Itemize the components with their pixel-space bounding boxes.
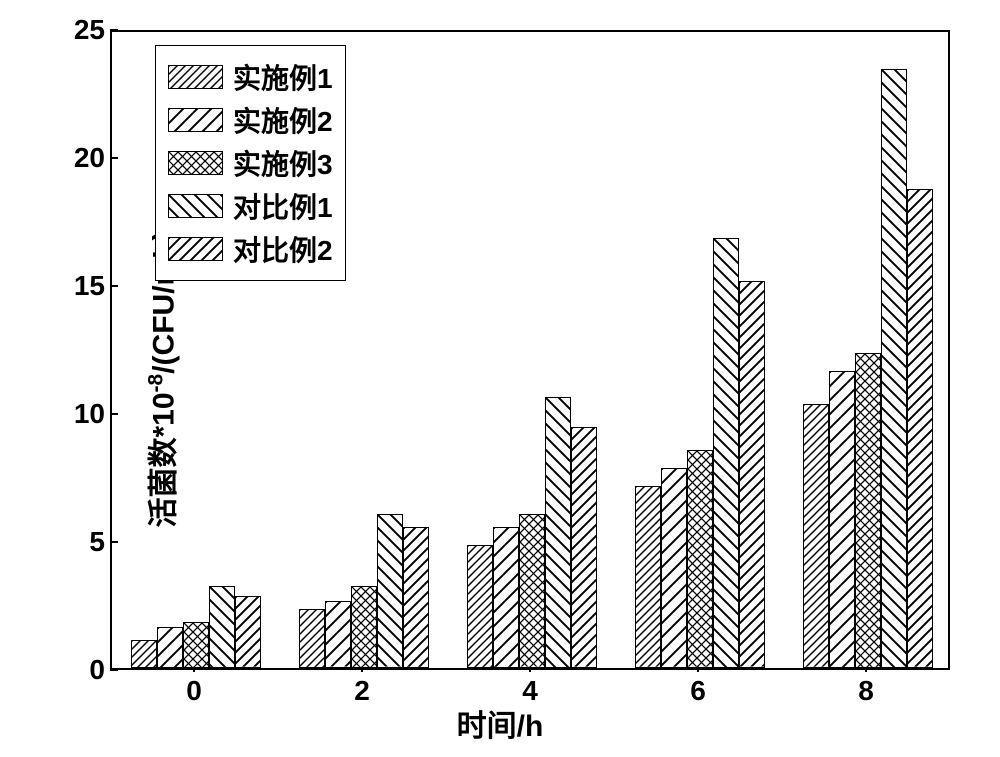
bar — [351, 586, 377, 668]
bar — [157, 627, 183, 668]
bar — [635, 486, 661, 668]
x-tick-label: 8 — [858, 675, 874, 707]
bar — [235, 596, 261, 668]
legend-item: 对比例2 — [168, 229, 333, 269]
x-tick-label: 4 — [522, 675, 538, 707]
bar — [325, 601, 351, 668]
legend-swatch — [168, 237, 223, 261]
x-tick-label: 2 — [354, 675, 370, 707]
bar — [739, 281, 765, 668]
y-tick-label: 5 — [70, 526, 105, 558]
bar — [183, 622, 209, 668]
y-tick-label: 10 — [70, 398, 105, 430]
legend-swatch — [168, 65, 223, 89]
legend-label: 对比例2 — [233, 229, 333, 269]
bar — [687, 450, 713, 668]
bar — [209, 586, 235, 668]
legend: 实施例1实施例2实施例3对比例1对比例2 — [155, 45, 346, 281]
bar — [571, 427, 597, 668]
bar — [829, 371, 855, 668]
bar — [377, 514, 403, 668]
legend-item: 实施例2 — [168, 100, 333, 140]
legend-label: 对比例1 — [233, 186, 333, 226]
x-tick-label: 0 — [186, 675, 202, 707]
bar — [661, 468, 687, 668]
y-tick-label: 0 — [70, 654, 105, 686]
bar — [713, 238, 739, 668]
y-tick-label: 20 — [70, 142, 105, 174]
bar — [131, 640, 157, 668]
legend-swatch — [168, 151, 223, 175]
x-axis-label: 时间/h — [457, 701, 544, 745]
legend-item: 实施例3 — [168, 143, 333, 183]
legend-label: 实施例1 — [233, 57, 333, 97]
bar — [467, 545, 493, 668]
legend-item: 对比例1 — [168, 186, 333, 226]
bar — [519, 514, 545, 668]
legend-label: 实施例2 — [233, 100, 333, 140]
bar — [855, 353, 881, 668]
y-tick-label: 25 — [70, 14, 105, 46]
bar — [299, 609, 325, 668]
legend-item: 实施例1 — [168, 57, 333, 97]
bar — [545, 397, 571, 668]
legend-swatch — [168, 194, 223, 218]
bar — [907, 189, 933, 668]
bar — [881, 69, 907, 668]
x-tick-label: 6 — [690, 675, 706, 707]
bar — [403, 527, 429, 668]
legend-swatch — [168, 108, 223, 132]
bar — [493, 527, 519, 668]
legend-label: 实施例3 — [233, 143, 333, 183]
bar — [803, 404, 829, 668]
y-tick-label: 15 — [70, 270, 105, 302]
